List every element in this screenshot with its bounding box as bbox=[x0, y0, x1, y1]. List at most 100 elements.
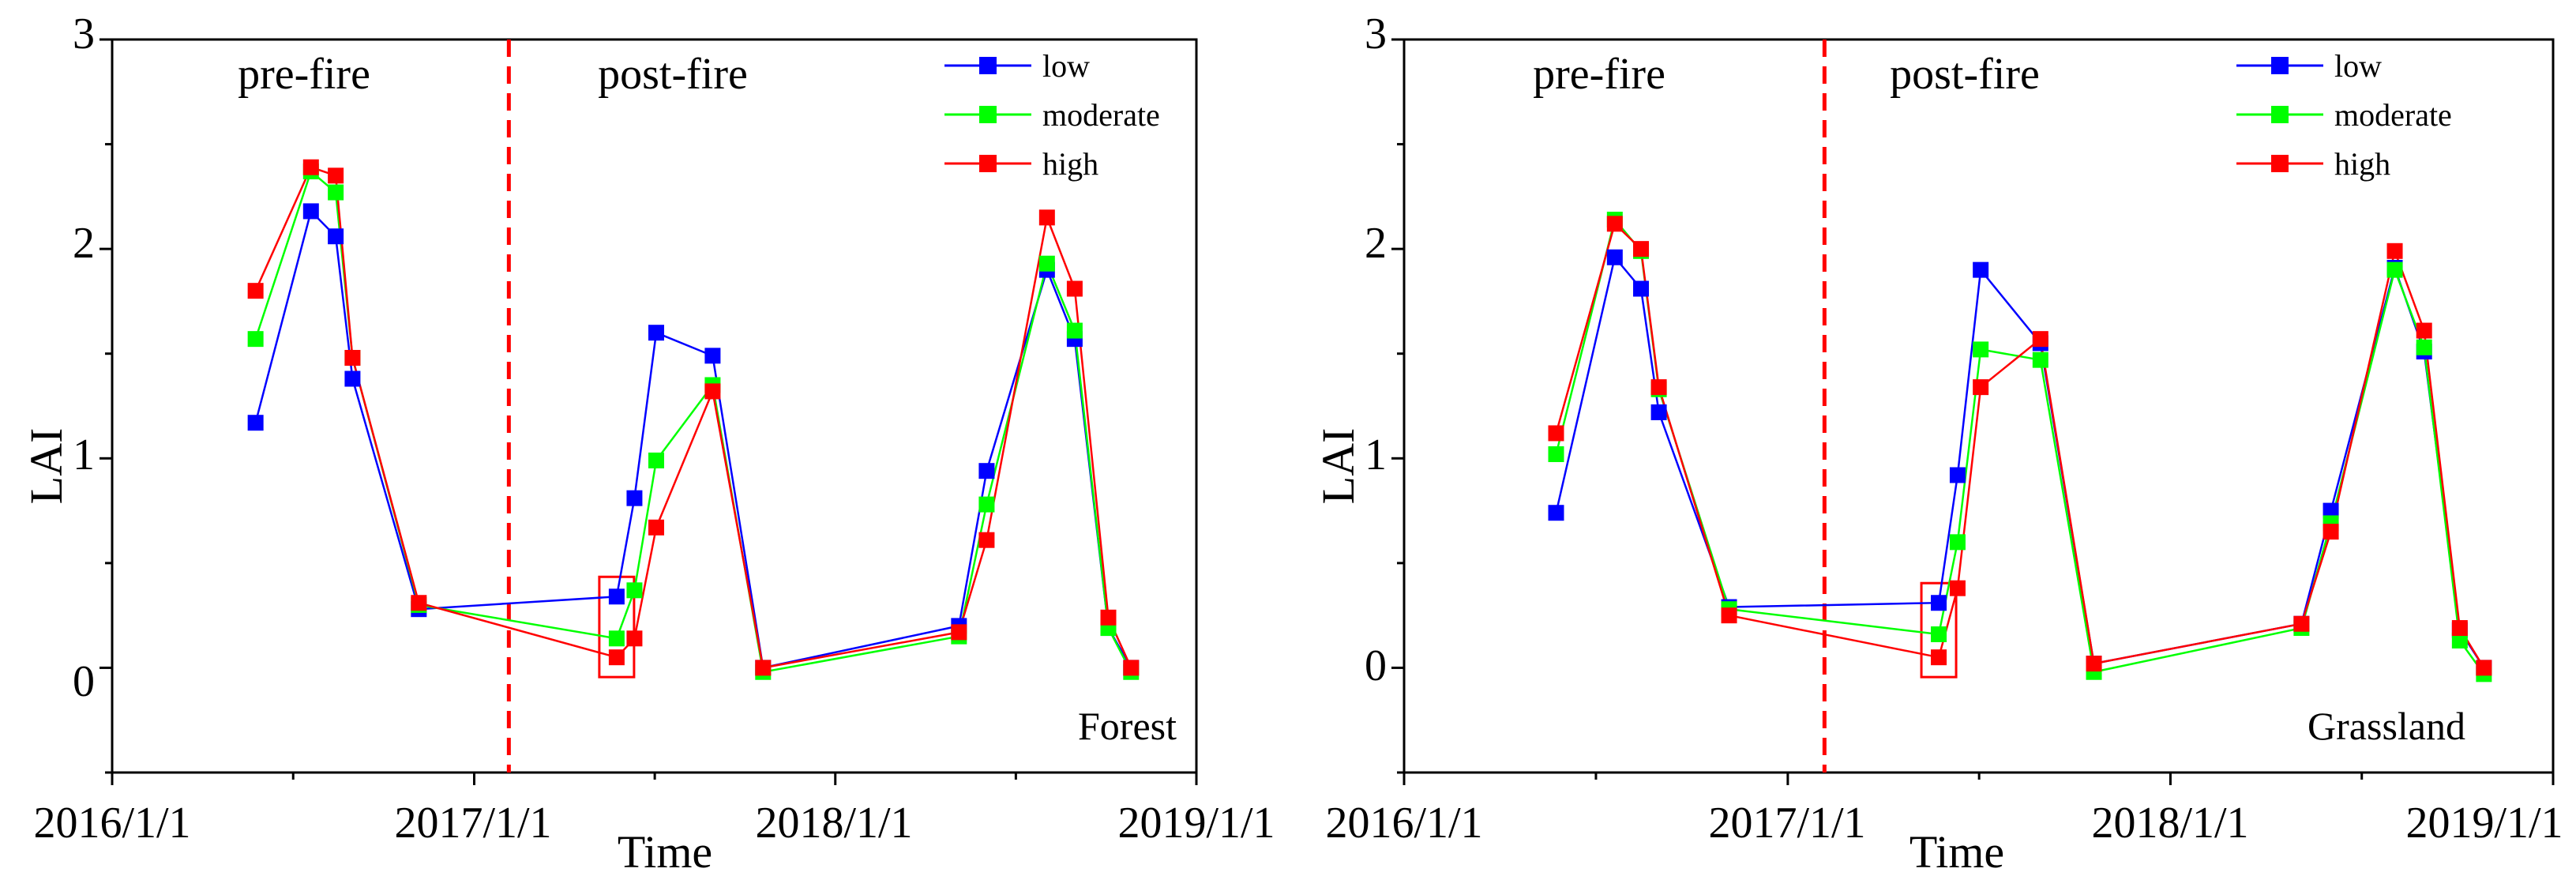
y-tick-label: 3 bbox=[1365, 9, 1387, 58]
data-point-moderate bbox=[1931, 626, 1947, 643]
tick-marks bbox=[100, 38, 1198, 785]
data-point-moderate bbox=[247, 331, 264, 348]
legend: low moderate high bbox=[944, 48, 1160, 182]
y-axis-title: LAI bbox=[1312, 428, 1364, 505]
x-tick-label: 2019/1/1 bbox=[1117, 799, 1275, 848]
data-point-high bbox=[1038, 209, 1055, 226]
x-tick-label: 2016/1/1 bbox=[33, 799, 190, 848]
data-point-high bbox=[704, 383, 721, 400]
data-point-high bbox=[1548, 425, 1564, 442]
data-point-moderate bbox=[1548, 446, 1564, 462]
y-tick-label: 0 bbox=[1365, 641, 1387, 690]
legend-label: high bbox=[1042, 146, 1098, 182]
data-point-high bbox=[1633, 241, 1650, 258]
tick-marks bbox=[1391, 38, 2555, 785]
data-point-moderate bbox=[2416, 339, 2432, 355]
series-line-high bbox=[254, 166, 1132, 669]
data-point-low bbox=[648, 325, 665, 341]
legend-marker bbox=[2271, 57, 2289, 74]
panel-grassland: 0 1 2 3 2016/1/1 2017/1/1 2018/1/1 2019/… bbox=[1312, 9, 2563, 878]
y-tick-label: 1 bbox=[1365, 430, 1387, 479]
legend-marker bbox=[2271, 106, 2289, 123]
data-point-low bbox=[1973, 261, 1989, 278]
legend-label: low bbox=[1042, 48, 1090, 84]
data-point-high bbox=[1123, 660, 1140, 676]
data-point-high bbox=[755, 660, 772, 676]
x-axis-title: Time bbox=[1909, 826, 2004, 878]
series-line-moderate bbox=[1555, 217, 2485, 675]
legend-label: high bbox=[2334, 146, 2390, 182]
data-point-high bbox=[2386, 242, 2403, 259]
data-point-low bbox=[704, 348, 721, 364]
pre-fire-label: pre-fire bbox=[238, 50, 370, 99]
data-point-moderate bbox=[2386, 261, 2403, 278]
data-point-low bbox=[247, 415, 264, 431]
data-point-moderate bbox=[1066, 322, 1083, 339]
plot-frame bbox=[111, 38, 1198, 774]
legend-label: moderate bbox=[2334, 97, 2452, 133]
x-tick-label: 2018/1/1 bbox=[2091, 799, 2248, 848]
data-point-high bbox=[978, 532, 995, 548]
legend-item-low: low bbox=[944, 48, 1090, 84]
data-point-moderate bbox=[1973, 341, 1989, 358]
y-tick-label: 2 bbox=[1365, 219, 1387, 268]
post-fire-label: post-fire bbox=[1890, 50, 2040, 99]
x-tick-label: 2017/1/1 bbox=[1708, 799, 1865, 848]
data-point-moderate bbox=[648, 452, 665, 468]
data-point-high bbox=[2293, 615, 2310, 632]
y-tick-label: 1 bbox=[73, 430, 95, 479]
data-point-low bbox=[328, 228, 344, 245]
highlight-box bbox=[598, 575, 636, 679]
data-point-high bbox=[2323, 524, 2339, 540]
data-point-high bbox=[1100, 609, 1117, 626]
data-point-high bbox=[2476, 660, 2492, 676]
x-tick-label: 2019/1/1 bbox=[2405, 799, 2563, 848]
data-point-high bbox=[411, 595, 427, 611]
legend-item-high: high bbox=[944, 146, 1098, 182]
data-point-low bbox=[2323, 502, 2339, 519]
data-point-moderate bbox=[626, 582, 643, 599]
data-point-high bbox=[344, 350, 361, 367]
data-point-moderate bbox=[2451, 632, 2468, 649]
data-point-high bbox=[951, 624, 967, 641]
data-point-high bbox=[328, 167, 344, 184]
data-point-moderate bbox=[1949, 534, 1966, 551]
data-point-low bbox=[344, 370, 361, 387]
data-point-high bbox=[302, 159, 319, 175]
series-line-low bbox=[1555, 254, 2485, 669]
legend-item-moderate: moderate bbox=[2236, 97, 2452, 133]
data-point-high bbox=[247, 283, 264, 299]
data-point-high bbox=[1949, 580, 1966, 596]
legend-item-low: low bbox=[2236, 48, 2382, 84]
y-tick-label: 0 bbox=[73, 657, 95, 706]
data-point-low bbox=[1949, 467, 1966, 483]
y-axis-title: LAI bbox=[21, 428, 72, 505]
x-tick-label: 2017/1/1 bbox=[394, 799, 551, 848]
data-point-low bbox=[1606, 249, 1623, 265]
legend: low moderate high bbox=[2236, 48, 2452, 182]
data-point-high bbox=[1606, 216, 1623, 232]
data-point-high bbox=[1650, 379, 1667, 396]
data-point-low bbox=[1931, 595, 1947, 611]
highlight-box bbox=[1920, 581, 1958, 679]
data-point-low bbox=[1548, 505, 1564, 521]
data-point-high bbox=[1931, 649, 1947, 666]
data-point-high bbox=[1721, 607, 1737, 624]
data-point-low bbox=[978, 463, 995, 479]
data-point-high bbox=[1973, 379, 1989, 396]
x-tick-label: 2018/1/1 bbox=[755, 799, 912, 848]
data-point-high bbox=[626, 630, 643, 647]
legend-item-moderate: moderate bbox=[944, 97, 1160, 133]
data-point-moderate bbox=[328, 184, 344, 201]
data-point-low bbox=[608, 588, 625, 605]
post-fire-label: post-fire bbox=[598, 50, 748, 99]
data-point-low bbox=[1633, 280, 1650, 297]
data-point-high bbox=[1066, 280, 1083, 297]
series-line-high bbox=[1555, 221, 2485, 669]
data-point-high bbox=[648, 519, 665, 536]
panel-name: Forest bbox=[1078, 704, 1177, 748]
panel-name: Grassland bbox=[2308, 704, 2465, 748]
series-line-moderate bbox=[254, 169, 1132, 674]
legend-marker bbox=[979, 57, 997, 74]
